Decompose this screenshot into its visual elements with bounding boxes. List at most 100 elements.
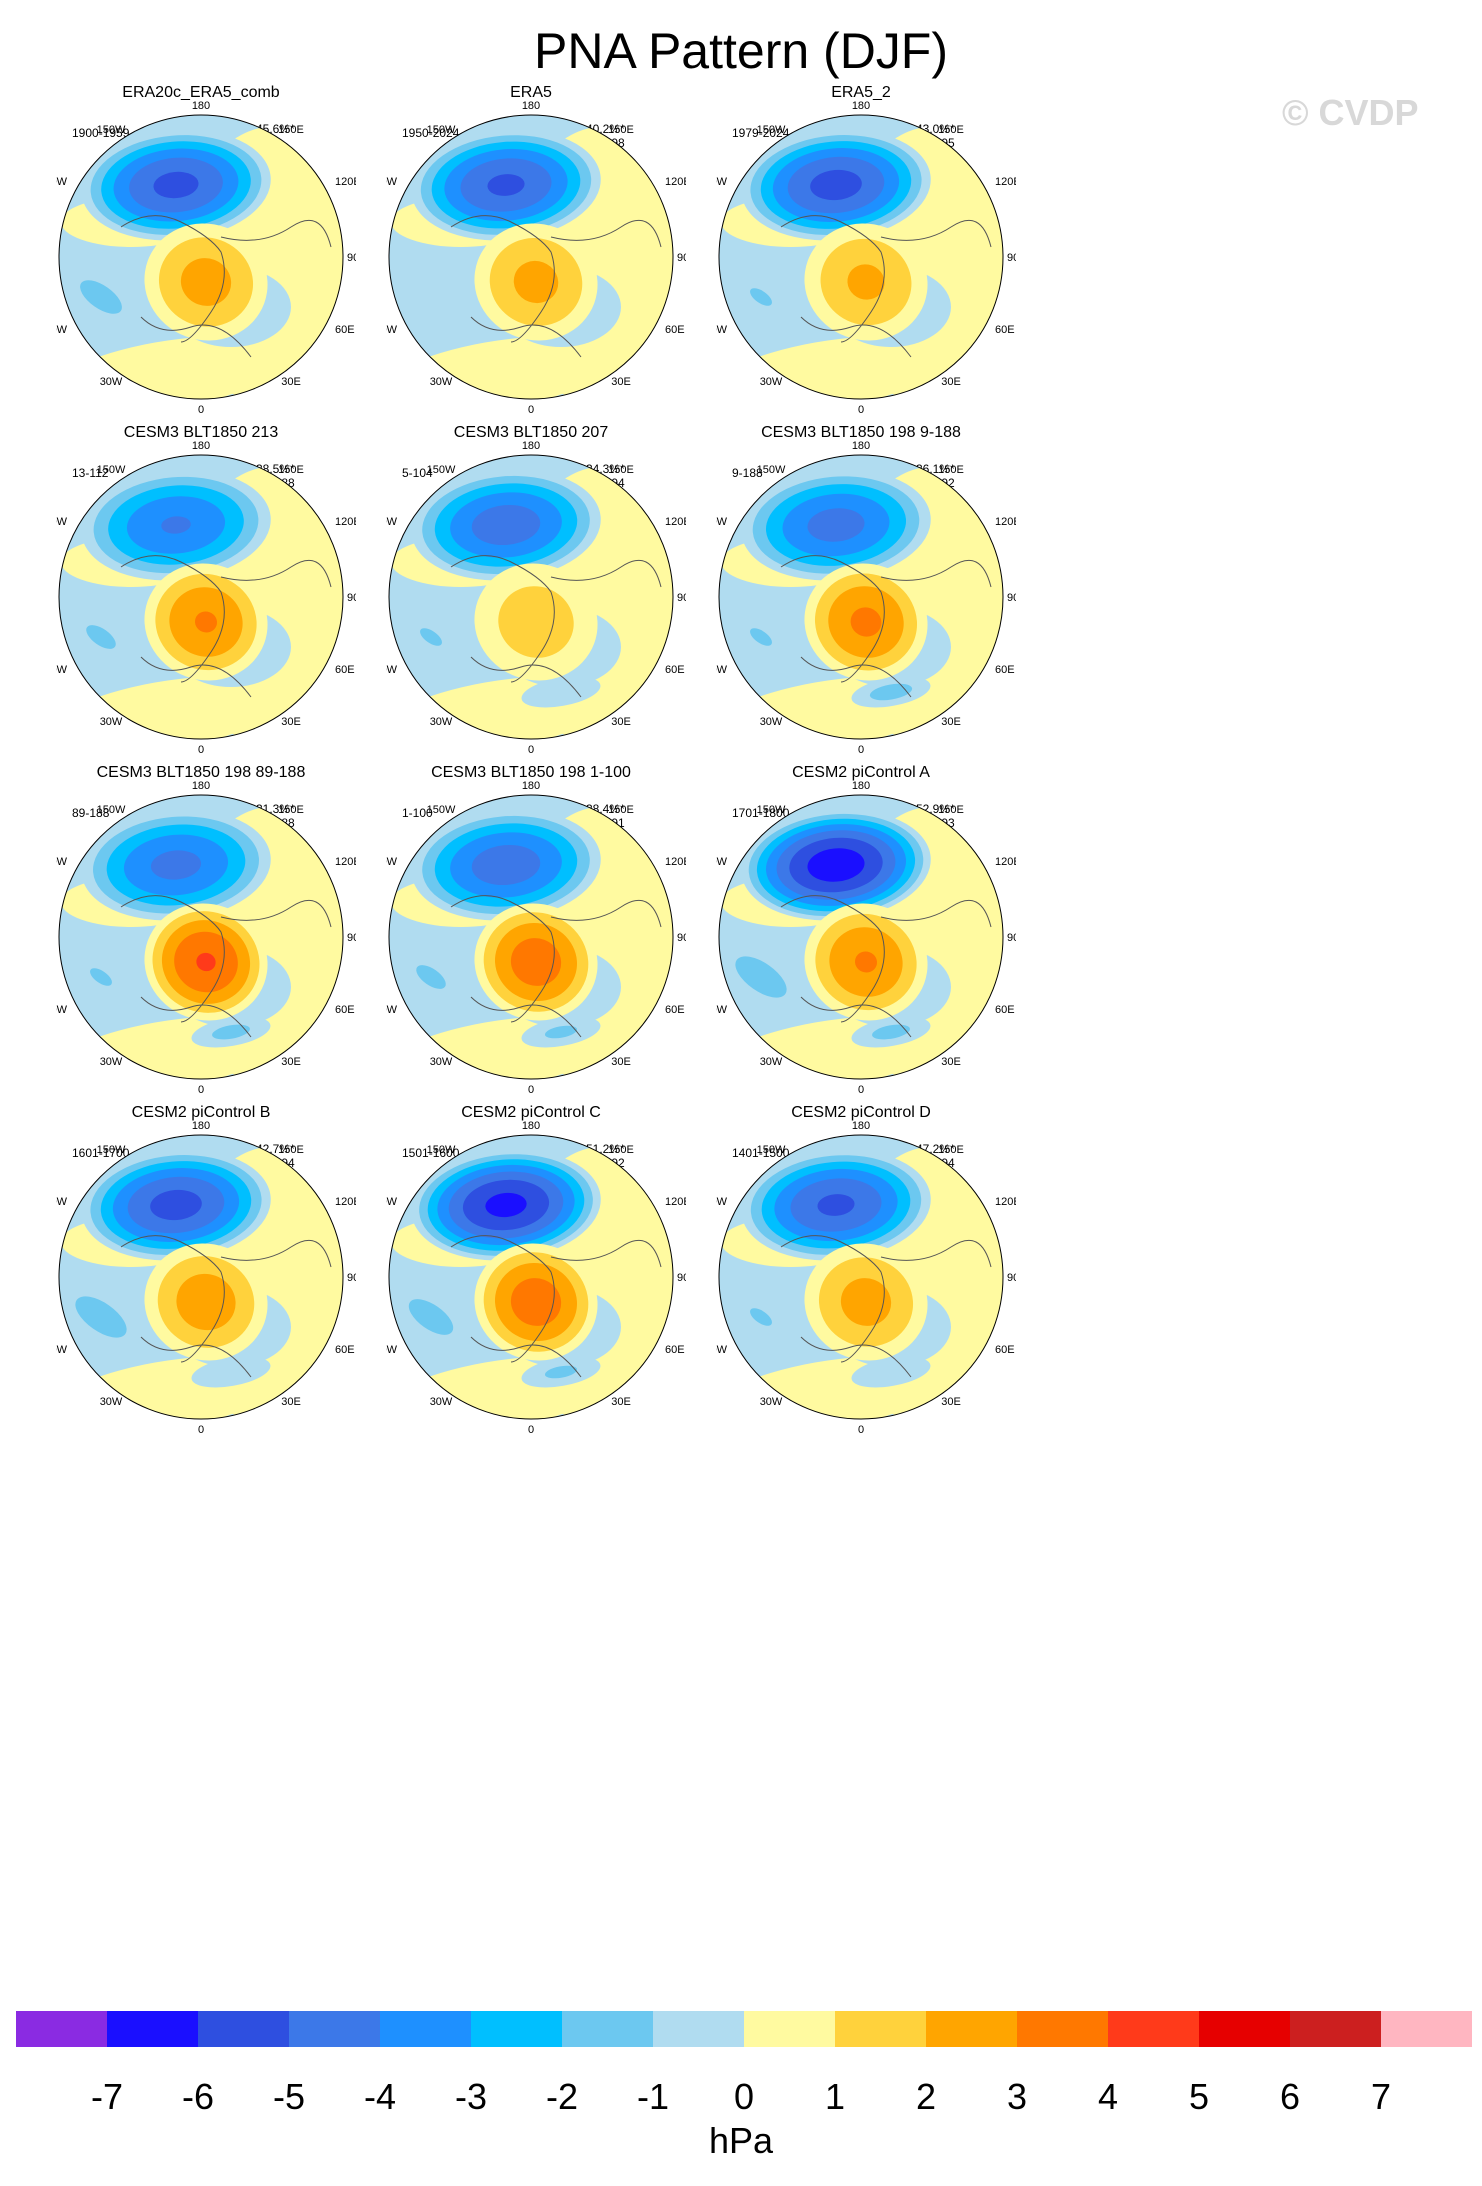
colorbar — [16, 2011, 1472, 2047]
longitude-label: 0 — [198, 1424, 204, 1436]
longitude-label: 60E — [335, 324, 355, 336]
polar-map: 180150E120E90E60E30E030W60W90W120W150W — [56, 780, 356, 1096]
polar-map: 180150E120E90E60E30E030W60W90W120W150W — [386, 780, 686, 1096]
coastline — [780, 1235, 992, 1378]
atlantic-low-contour-1 — [75, 1296, 127, 1338]
longitude-label: 150E — [278, 1144, 304, 1156]
longitude-label: 60W — [386, 1344, 398, 1356]
longitude-label: 150W — [427, 1144, 456, 1156]
panel-years: 1501-1600 — [402, 1146, 460, 1160]
polar-map: 180150E120E90E60E30E030W60W90W120W150W — [716, 1120, 1016, 1436]
longitude-label: 120E — [995, 176, 1016, 188]
longitude-label: 60W — [716, 664, 728, 676]
page-title: PNA Pattern (DJF) — [534, 23, 948, 79]
pacific-low-contour-5 — [810, 169, 862, 201]
longitude-label: 30W — [760, 1396, 783, 1408]
north-america-high-contour-2 — [840, 1278, 892, 1326]
coastline — [780, 895, 992, 1038]
longitude-label: 120W — [56, 856, 68, 868]
longitude-label: 0 — [858, 1084, 864, 1096]
longitude-label: 30W — [100, 376, 123, 388]
longitude-label: 120W — [716, 856, 728, 868]
longitude-label: 150W — [97, 1144, 126, 1156]
north-america-high-contour-3 — [194, 611, 218, 633]
longitude-label: 120W — [56, 1196, 68, 1208]
map-border — [388, 454, 674, 740]
longitude-label: 90E — [347, 252, 356, 264]
longitude-label: 90E — [677, 1272, 686, 1284]
colorbar-swatch — [198, 2011, 290, 2047]
panel-title: CESM2 piControl A — [792, 764, 930, 781]
longitude-label: 180 — [192, 100, 210, 112]
longitude-label: 180 — [852, 440, 870, 452]
longitude-label: 180 — [852, 1120, 870, 1132]
longitude-label: 60W — [716, 1344, 728, 1356]
map-panel: CESM2 piControl D1401-150047.2%*r=0.9418… — [716, 1104, 1206, 1579]
longitude-label: 150E — [278, 124, 304, 136]
colorbar-swatch — [926, 2011, 1018, 2047]
longitude-label: 150E — [608, 464, 634, 476]
map-border — [718, 1134, 1004, 1420]
colorbar-tick-label: 0 — [733, 2076, 755, 2117]
longitude-label: 90E — [347, 592, 356, 604]
north-america-high-contour-3 — [510, 1278, 562, 1326]
longitude-label: 180 — [192, 780, 210, 792]
europe-low-contour-1 — [872, 1024, 910, 1040]
north-america-high-contour-4 — [196, 952, 216, 972]
colorbar-tick-label: -3 — [454, 2076, 487, 2117]
longitude-label: 150W — [427, 804, 456, 816]
panel-years: 1601-1700 — [72, 1146, 130, 1160]
panel-years: 5-104 — [402, 466, 433, 480]
longitude-label: 120W — [56, 176, 68, 188]
longitude-label: 0 — [858, 404, 864, 416]
colorbar-swatch — [1017, 2011, 1109, 2047]
map-border — [388, 1134, 674, 1420]
map-panel: CESM2 piControl B1601-170042.7%*r=0.9418… — [56, 1104, 546, 1579]
longitude-label: 180 — [522, 440, 540, 452]
longitude-label: 0 — [528, 1084, 534, 1096]
polar-map: 180150E120E90E60E30E030W60W90W120W150W — [716, 440, 1016, 756]
longitude-label: 120E — [335, 856, 356, 868]
longitude-label: 120W — [386, 516, 398, 528]
colorbar-tick-label: 2 — [915, 2076, 937, 2117]
panel-years: 9-188 — [732, 466, 763, 480]
longitude-label: 120E — [665, 1196, 686, 1208]
longitude-label: 60E — [335, 1004, 355, 1016]
map-border — [718, 454, 1004, 740]
longitude-label: 30W — [430, 716, 453, 728]
longitude-label: 120E — [665, 516, 686, 528]
longitude-label: 0 — [528, 404, 534, 416]
longitude-label: 0 — [858, 744, 864, 756]
map-panel: CESM3 BLT1850 2075-10434.3%*r=0.94180150… — [386, 424, 876, 899]
coastline — [780, 555, 992, 698]
polar-map: 180150E120E90E60E30E030W60W90W120W150W — [716, 780, 1016, 1096]
panel-title: CESM2 piControl D — [791, 1104, 931, 1121]
colorbar-swatch — [562, 2011, 654, 2047]
atlantic-low-contour-1 — [420, 628, 442, 646]
panel-title: CESM3 BLT1850 198 89-188 — [96, 764, 306, 781]
longitude-label: 0 — [198, 1084, 204, 1096]
map-panel: CESM2 piControl A1701-180052.9%*r=0.9318… — [716, 764, 1206, 1239]
europe-low-contour-1 — [544, 1025, 578, 1039]
pacific-low-contour-5 — [487, 174, 525, 196]
longitude-label: 60W — [386, 1004, 398, 1016]
longitude-label: 90E — [1007, 1272, 1016, 1284]
longitude-label: 60E — [995, 1004, 1015, 1016]
longitude-label: 30W — [100, 716, 123, 728]
longitude-label: 30E — [281, 716, 301, 728]
longitude-label: 60E — [995, 324, 1015, 336]
pacific-low-contour-6 — [807, 848, 865, 882]
colorbar-tick-label: 1 — [824, 2076, 846, 2117]
longitude-label: 180 — [522, 100, 540, 112]
longitude-label: 120W — [716, 516, 728, 528]
colorbar-units: hPa — [708, 2120, 774, 2161]
longitude-label: 150W — [757, 124, 786, 136]
longitude-label: 150E — [608, 1144, 634, 1156]
longitude-label: 30E — [611, 1396, 631, 1408]
europe-low-contour-1 — [544, 1365, 578, 1379]
longitude-label: 120E — [335, 516, 356, 528]
atlantic-low-contour-1 — [408, 1299, 454, 1335]
panel-title: ERA5_2 — [831, 84, 891, 101]
europe-low-contour-0 — [191, 1356, 271, 1388]
longitude-label: 30E — [611, 716, 631, 728]
